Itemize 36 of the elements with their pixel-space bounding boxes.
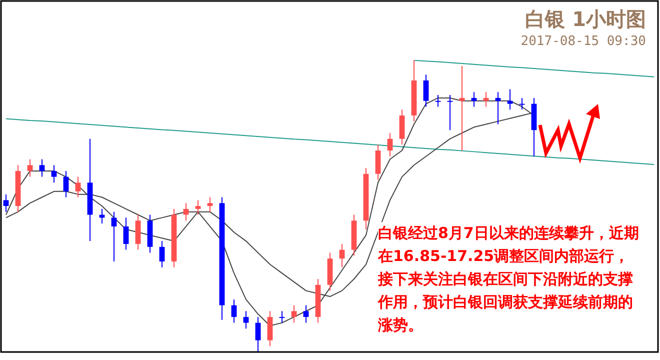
- candlestick: [159, 240, 165, 268]
- candlestick: [303, 304, 309, 324]
- candlestick: [3, 194, 9, 212]
- candlestick: [387, 132, 393, 157]
- candlestick: [195, 200, 201, 216]
- candlestick: [447, 94, 453, 131]
- candlestick: [255, 316, 261, 352]
- candlestick: [507, 88, 513, 110]
- candlestick: [375, 144, 381, 180]
- chart-subtitle: 2017-08-15 09:30: [520, 34, 646, 49]
- candlestick: [39, 158, 45, 178]
- candlestick: [135, 214, 141, 250]
- candlestick: [27, 158, 33, 178]
- candlestick: [231, 298, 237, 324]
- candlestick: [279, 310, 285, 324]
- candlestick: [483, 92, 489, 108]
- candlestick: [243, 310, 249, 330]
- candlestick: [51, 164, 57, 184]
- candlestick: [123, 217, 129, 250]
- candlestick: [435, 94, 441, 108]
- candlestick: [471, 92, 477, 108]
- candlestick: [267, 310, 273, 347]
- candlestick: [111, 211, 117, 262]
- annotation: 白银经过8月7日以来的连续攀升，近期在16.85-17.25调整区间内部运行，接下来关注白银在区间下沿附近的支撑作用，预计白银回调获支撑延续前期的涨势。: [378, 222, 640, 337]
- candlestick: [291, 304, 297, 324]
- candlestick: [207, 196, 213, 212]
- candlestick: [495, 92, 501, 125]
- candlestick: [75, 176, 81, 198]
- candlestick: [423, 74, 429, 108]
- candlestick: [183, 202, 189, 222]
- candlestick: [339, 243, 345, 268]
- candlestick: [399, 109, 405, 146]
- candlestick: [459, 65, 465, 152]
- candlestick: [519, 97, 525, 110]
- candlestick: [63, 170, 69, 198]
- chart-title: 白银 1小时图: [525, 6, 646, 33]
